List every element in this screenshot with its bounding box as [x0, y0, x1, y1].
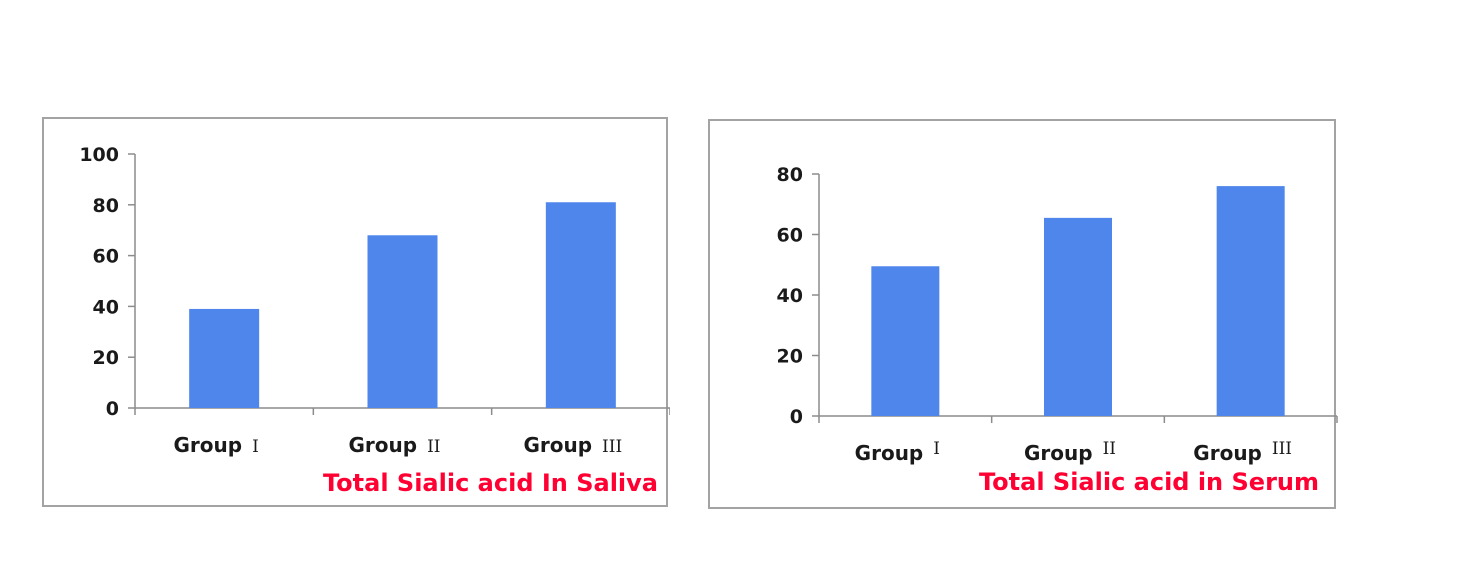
- bar-group-iii: [1216, 186, 1285, 416]
- x-category-label: Group III: [1193, 439, 1292, 465]
- category-word: Group: [174, 433, 243, 457]
- chart-title: Total Sialic acid in Serum: [979, 468, 1319, 496]
- x-category-label: Group II: [348, 433, 440, 457]
- category-numeral: II: [427, 437, 440, 457]
- y-tick-label: 0: [790, 406, 803, 428]
- category-numeral: I: [252, 437, 259, 457]
- serum-chart-panel: 0 20 40 60 80 Group I Group II Group III Total Sial…: [708, 119, 1338, 509]
- y-tick-label: 0: [106, 398, 119, 420]
- bar-group-iii: [545, 202, 616, 408]
- x-category-label: Group I: [174, 433, 259, 457]
- y-tick-label: 20: [777, 346, 803, 368]
- x-category-label: Group II: [1024, 439, 1116, 465]
- bar-group-i: [189, 308, 260, 408]
- category-numeral: III: [1272, 439, 1292, 459]
- y-tick-label: 20: [93, 347, 119, 369]
- category-word: Group: [1193, 441, 1262, 465]
- y-tick-label: 100: [79, 144, 119, 166]
- category-word: Group: [523, 433, 592, 457]
- y-tick-label: 80: [777, 164, 803, 186]
- x-category-label: Group I: [855, 439, 940, 465]
- x-category-label: Group III: [523, 433, 622, 457]
- category-numeral: II: [1103, 439, 1116, 459]
- bar-group-ii: [1044, 217, 1112, 416]
- chart-title: Total Sialic acid In Saliva: [323, 469, 658, 497]
- saliva-chart: 0 20 40 60 80 100 Group I Group II Group III Total S…: [79, 144, 670, 497]
- bar-group-i: [871, 266, 940, 416]
- category-word: Group: [348, 433, 417, 457]
- serum-chart: 0 20 40 60 80 Group I Group II Group III Total Sial…: [777, 164, 1338, 496]
- category-numeral: I: [933, 439, 940, 459]
- category-numeral: III: [602, 437, 622, 457]
- y-tick-label: 60: [777, 225, 803, 247]
- category-word: Group: [1024, 441, 1093, 465]
- category-word: Group: [855, 441, 924, 465]
- y-tick-label: 80: [93, 195, 119, 217]
- saliva-chart-panel: 0 20 40 60 80 100 Group I Group II Group III Total S…: [42, 117, 670, 507]
- bar-group-ii: [367, 235, 438, 408]
- y-tick-label: 40: [777, 285, 803, 307]
- y-tick-label: 60: [93, 246, 119, 268]
- y-tick-label: 40: [93, 296, 119, 318]
